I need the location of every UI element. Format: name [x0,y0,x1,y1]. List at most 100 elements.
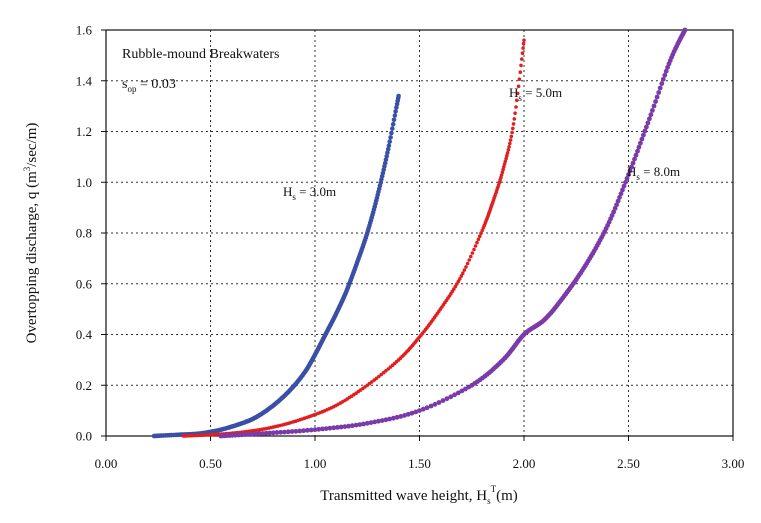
data-point [253,431,259,437]
data-point [394,414,400,420]
data-point [638,140,643,146]
data-point [316,426,322,432]
x-tick-label: 0.50 [199,456,222,471]
data-point [256,431,262,437]
data-point [405,411,411,417]
data-point [394,105,399,110]
data-point [513,111,517,115]
data-point [517,77,522,81]
steepness-s: s [122,77,127,92]
data-point [376,418,381,424]
data-point [502,165,506,169]
series-label-3m: Hs = 3.0m [283,184,336,202]
data-point [393,109,398,114]
data-point [618,191,624,197]
data-point [372,419,378,425]
y-tick-label: 1.6 [76,23,93,38]
data-point [519,63,523,68]
data-point [612,206,618,211]
y-axis-ticks: 0.0 0.2 0.4 0.6 0.8 1.0 1.2 1.4 1.6 [76,23,106,444]
y-tick-label: 0.0 [76,429,92,444]
data-point [611,209,616,215]
data-point [506,148,511,152]
series-label-8m-h: H [627,164,636,179]
data-point [428,403,434,409]
data-point [521,41,526,46]
x-axis-label: Transmitted wave height, HsT(m) [320,484,518,506]
series-label-5m: Hs = 5.0m [509,85,562,103]
data-point [647,116,652,122]
series-label-5m-h: H [509,85,518,100]
data-point [464,265,468,269]
data-point [499,173,504,177]
series-hs-3m [151,93,401,439]
data-point [417,408,422,413]
data-point [263,430,269,436]
data-point [459,274,464,278]
data-point [461,271,465,276]
data-point [398,414,404,419]
x-axis-label-main: Transmitted wave height, H [320,488,487,504]
data-point [660,76,666,82]
data-point [630,160,636,166]
series-label-8m-value: = 8.0m [640,164,680,179]
data-point [663,68,669,74]
data-point [644,124,649,130]
data-point [249,431,255,437]
data-point [615,198,621,204]
data-point [338,424,344,430]
data-point [357,422,363,427]
y-tick-label: 0.2 [76,378,92,393]
data-point [458,277,462,281]
data-point [650,108,655,113]
data-point [392,113,398,118]
data-point [516,84,521,89]
data-point [402,413,407,418]
data-point [293,428,299,434]
data-point [514,105,518,109]
data-point [636,144,642,150]
data-point [626,172,631,178]
data-point [623,179,628,185]
data-point [368,420,374,425]
data-point [444,396,450,402]
data-point [682,27,688,33]
data-point [654,94,660,100]
y-axis-label: Overtopping discharge, q (m3/sec/m) [22,123,40,344]
data-point [642,128,648,134]
chart-heading: Rubble-mound Breakwaters [122,47,279,62]
y-tick-label: 1.4 [76,73,93,88]
data-point [320,426,325,432]
data-point [285,429,291,435]
data-point [384,154,390,159]
x-tick-label: 2.00 [513,456,536,471]
series-hs-5m [181,38,526,438]
x-tick-label: 0.00 [95,456,118,471]
data-point [297,428,303,434]
y-tick-label: 0.8 [76,226,92,241]
y-axis-label-sup: 3 [22,166,32,171]
data-point [508,141,512,146]
data-point [621,183,627,189]
series-label-3m-sub: s [292,192,296,202]
data-point [274,430,280,435]
data-point [388,135,393,140]
x-tick-label: 3.00 [722,456,745,471]
data-point [478,234,482,238]
data-point [645,120,651,126]
data-point [659,81,665,86]
data-point [515,91,520,96]
data-point [239,432,245,438]
data-point [627,168,633,174]
x-tick-label: 1.50 [408,456,431,471]
y-tick-label: 0.6 [76,276,93,291]
data-point [475,240,479,245]
data-point [629,164,634,170]
data-point [651,103,657,109]
data-point [510,130,514,135]
data-point [424,405,430,411]
data-point [379,372,384,377]
data-point [308,427,314,433]
data-point [504,156,508,161]
data-point [500,170,505,175]
